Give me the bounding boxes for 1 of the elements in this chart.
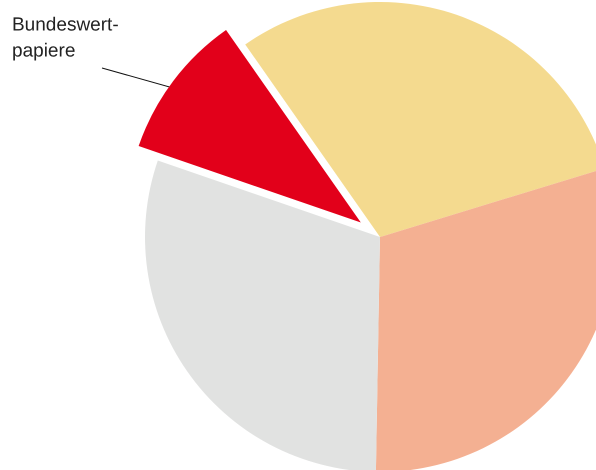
slice-label: Bundeswert- papiere [12, 14, 119, 62]
